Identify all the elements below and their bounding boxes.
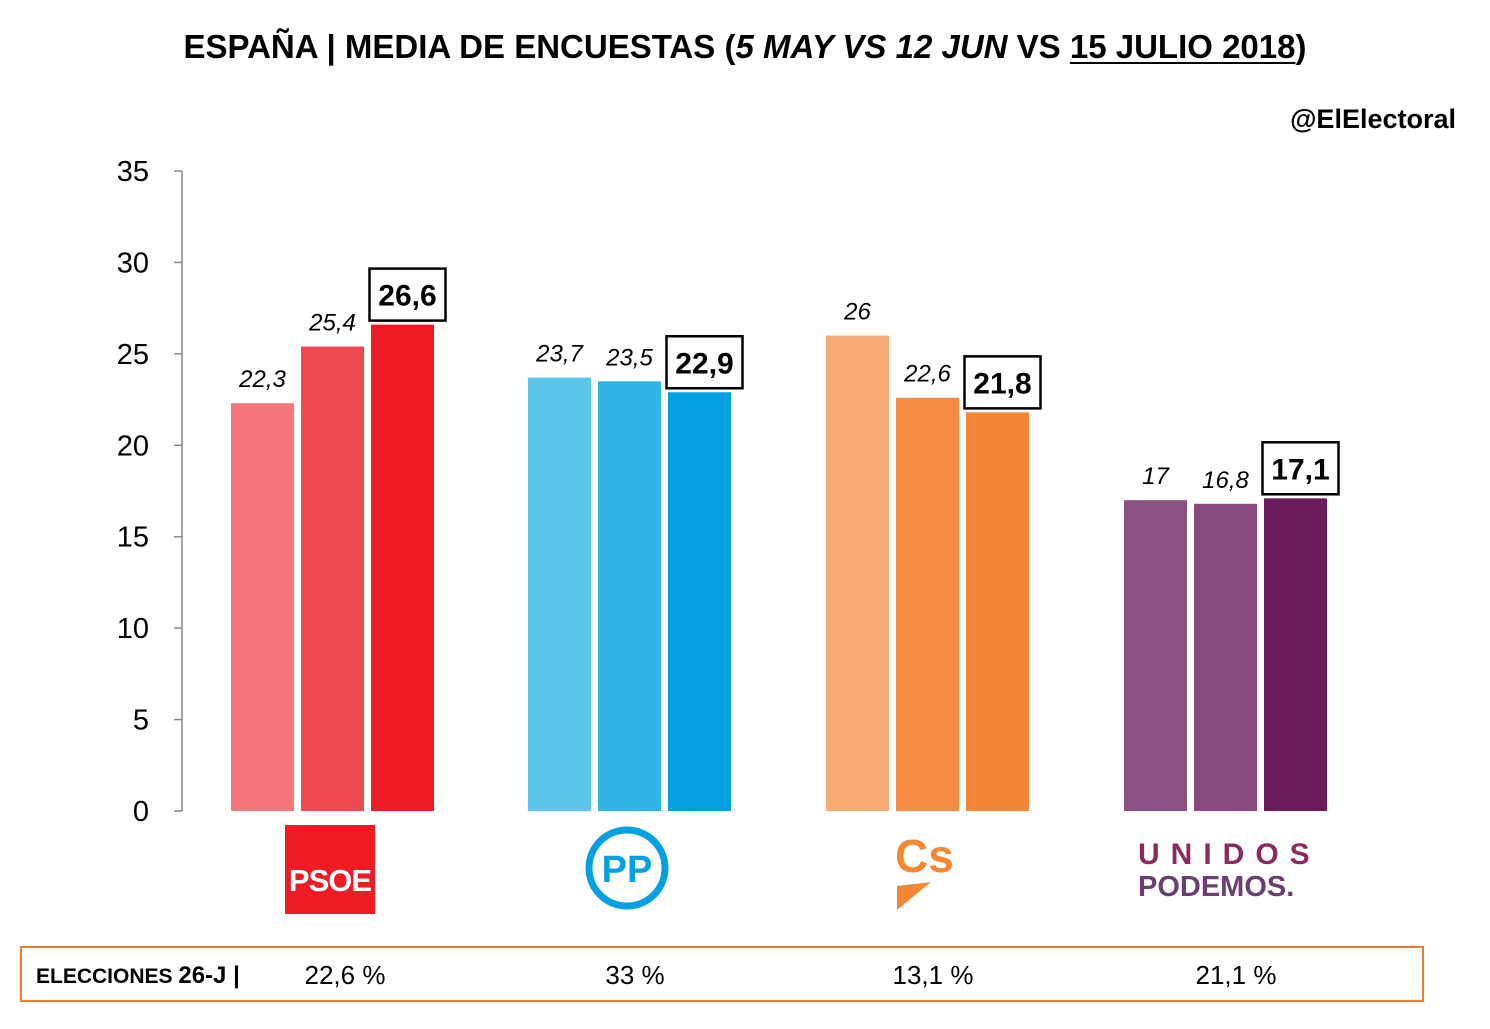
data-label-highlight: 17,1 xyxy=(1271,453,1329,486)
bar xyxy=(1124,500,1187,811)
y-tick-label: 10 xyxy=(117,613,149,645)
bar xyxy=(231,403,294,811)
data-label-box xyxy=(665,335,744,390)
data-label-highlight: 22,9 xyxy=(675,347,733,380)
y-tick-label: 15 xyxy=(117,522,149,554)
election-results-box: ELECCIONES 26-J | 22,6 % 33 % 13,1 % 21,… xyxy=(20,946,1424,1002)
y-tick-label: 20 xyxy=(117,430,149,462)
election-results-label-prefix: ELECCIONES xyxy=(36,965,179,988)
chart-title: ESPAÑA | MEDIA DE ENCUESTAS (5 MAY VS 12… xyxy=(0,28,1490,66)
psoe-logo: PSOE xyxy=(285,825,375,914)
bar xyxy=(528,377,591,811)
title-dates-italic: 5 MAY VS 12 JUN xyxy=(735,28,1008,65)
result-pp: 33 % xyxy=(605,960,665,990)
election-results-label: ELECCIONES 26-J | xyxy=(36,962,240,990)
podemos-logo-bottom: PODEMOS. xyxy=(1138,871,1295,903)
data-label: 23,7 xyxy=(535,341,584,368)
data-label: 17 xyxy=(1142,463,1170,490)
title-part-1: ESPAÑA | MEDIA DE ENCUESTAS ( xyxy=(183,28,736,65)
bar xyxy=(1194,503,1257,811)
y-tick-label: 35 xyxy=(117,156,149,188)
podemos-logo: UNIDOS PODEMOS. xyxy=(1136,838,1336,904)
data-label: 25,4 xyxy=(308,310,356,337)
result-psoe: 22,6 % xyxy=(304,960,386,990)
psoe-logo-text: PSOE xyxy=(288,863,372,898)
result-cs: 13,1 % xyxy=(892,960,974,990)
data-label: 23,5 xyxy=(605,344,653,371)
bar-chart: 0 5 10 15 20 25 30 35 22,3 25,4 26,6 23,7 23,5 22,9 26… xyxy=(117,156,1340,828)
y-tick-label: 5 xyxy=(133,705,149,737)
author-handle: @ElElectoral xyxy=(1290,104,1456,134)
data-label: 16,8 xyxy=(1202,467,1249,494)
data-label: 22,3 xyxy=(238,366,286,393)
y-tick-label: 30 xyxy=(117,247,149,279)
data-label-box xyxy=(1261,441,1340,496)
title-part-5: ) xyxy=(1295,28,1307,65)
bar xyxy=(301,346,364,811)
data-label-highlight: 26,6 xyxy=(378,280,436,313)
bar xyxy=(1264,498,1327,811)
data-label-highlight: 21,8 xyxy=(973,367,1031,400)
cs-logo: Cs xyxy=(895,830,954,910)
y-tick-label: 25 xyxy=(117,339,149,371)
pp-logo: PP xyxy=(585,826,669,910)
data-label: 26 xyxy=(843,299,871,326)
podemos-logo-top: UNIDOS xyxy=(1138,838,1321,871)
election-results-label-bold: 26-J | xyxy=(178,962,240,989)
bar xyxy=(668,392,731,811)
cs-logo-text: Cs xyxy=(895,830,954,882)
bar xyxy=(966,412,1029,811)
bar xyxy=(896,397,959,811)
y-tick-label: 0 xyxy=(133,796,149,828)
bar xyxy=(598,381,661,811)
title-part-3: VS xyxy=(1007,28,1070,65)
title-date-current: 15 JULIO 2018 xyxy=(1069,28,1296,65)
data-label-box xyxy=(368,267,447,322)
pp-logo-text: PP xyxy=(602,849,653,891)
data-label: 22,6 xyxy=(903,361,951,388)
bar xyxy=(371,324,434,811)
bar xyxy=(826,335,889,811)
data-label-box xyxy=(963,355,1042,410)
result-podemos: 21,1 % xyxy=(1195,960,1277,990)
